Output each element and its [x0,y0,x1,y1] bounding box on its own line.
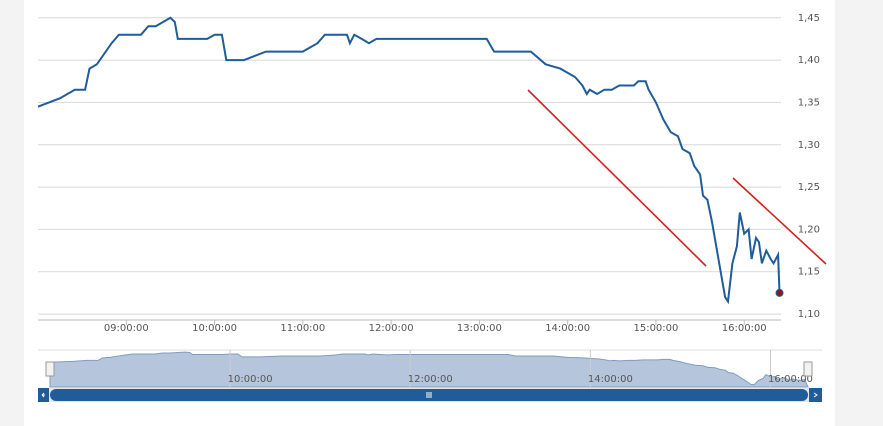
last-point [775,288,784,297]
x-tick-label: 11:00:00 [280,323,325,334]
y-tick-label: 1,20 [798,224,820,235]
x-tick-label: 13:00:00 [457,323,502,334]
x-tick-label: 09:00:00 [104,323,149,334]
trend-line [732,177,827,265]
y-tick-label: 1,35 [798,97,820,108]
y-tick-label: 1,15 [798,267,820,278]
x-tick-label: 14:00:00 [545,323,590,334]
x-tick-label: 15:00:00 [633,323,678,334]
y-tick-label: 1,40 [798,55,820,66]
navigator-tick-label: 14:00:00 [588,374,633,385]
navigator-tick-label: 16:00:00 [768,374,813,385]
y-tick-label: 1,10 [798,309,820,320]
y-tick-label: 1,45 [798,13,820,24]
navigator-handle[interactable] [45,361,55,377]
trend-line [527,89,707,267]
price-line [37,16,781,305]
x-tick-label: 12:00:00 [369,323,414,334]
x-tick-label: 16:00:00 [722,323,767,334]
navigator-tick-label: 10:00:00 [228,374,273,385]
y-tick-label: 1,30 [798,140,820,151]
navigator-handle[interactable] [803,361,813,377]
arrow-left [41,392,45,398]
x-tick-label: 10:00:00 [192,323,237,334]
navigator-area [49,351,809,388]
navigator-tick-label: 12:00:00 [408,374,453,385]
scrollbar-grip [426,392,432,398]
scroll-right[interactable] [809,388,822,402]
arrow-right [813,392,818,398]
y-tick-label: 1,25 [798,182,820,193]
